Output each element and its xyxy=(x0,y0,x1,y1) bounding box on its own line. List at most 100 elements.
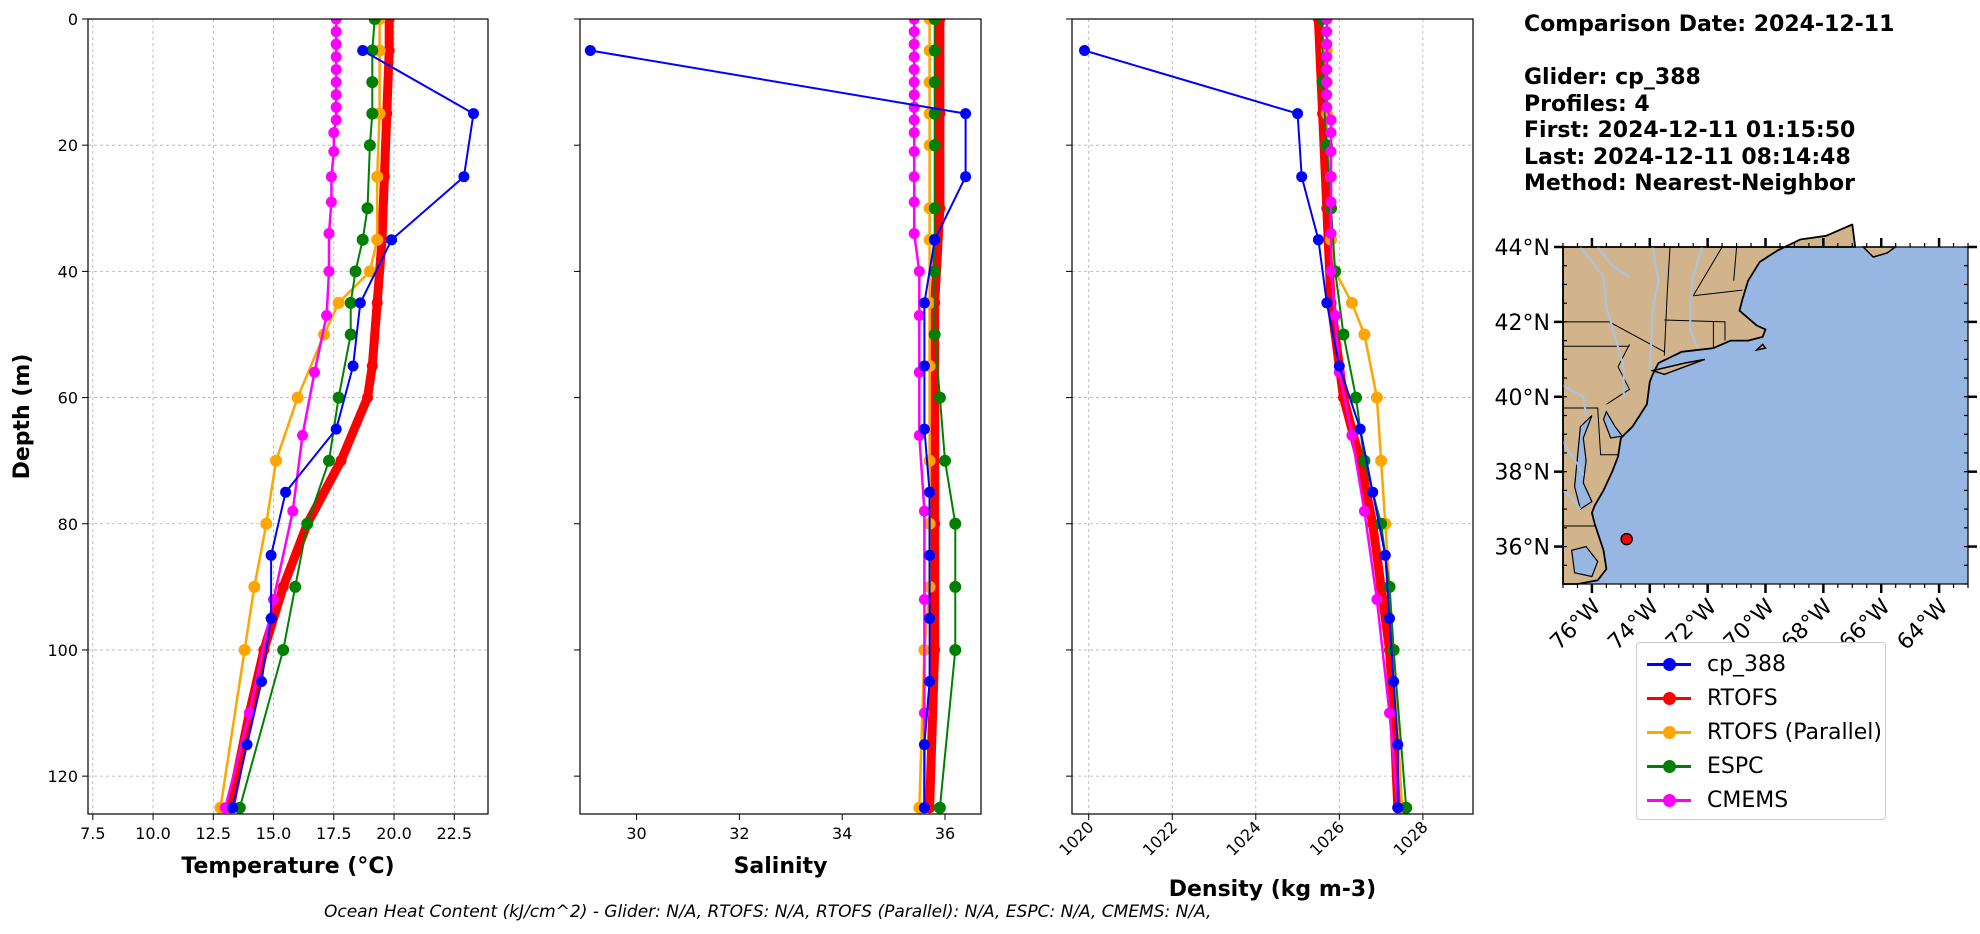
data-point-cp-388 xyxy=(1354,423,1366,435)
data-point-cp-388 xyxy=(924,676,936,687)
data-point-cmems xyxy=(1321,64,1333,75)
data-point-cmems xyxy=(330,38,342,50)
data-point-cp-388 xyxy=(1367,486,1379,498)
data-point-espc xyxy=(928,44,941,57)
data-point-rtofs xyxy=(383,45,395,56)
data-point-cmems xyxy=(243,707,255,719)
river xyxy=(1579,246,1625,397)
x-tick-label: 10.0 xyxy=(135,824,171,843)
data-point-espc xyxy=(933,391,946,404)
data-point-espc xyxy=(1387,644,1400,656)
data-point-cp-388 xyxy=(918,739,930,751)
data-point-espc xyxy=(928,76,941,89)
data-point-cmems xyxy=(913,265,925,277)
map-lon-label: 64°W xyxy=(1893,594,1954,655)
location-map: 44°N42°N40°N38°N36°N76°W74°W72°W70°W68°W… xyxy=(1495,223,1977,655)
y-tick-label: 80 xyxy=(58,515,78,534)
river xyxy=(1689,246,1703,349)
x-tick-label: 22.5 xyxy=(436,824,472,843)
x-tick-label: 1028 xyxy=(1389,817,1431,859)
legend-swatch xyxy=(1645,683,1693,713)
series-line-rtofs-parallel xyxy=(219,19,381,808)
legend-label: cp_388 xyxy=(1707,651,1787,677)
x-tick-label: 34 xyxy=(832,824,852,843)
data-point-cmems xyxy=(297,429,308,441)
data-point-cmems xyxy=(330,114,342,126)
data-point-espc xyxy=(1400,801,1413,814)
data-point-espc xyxy=(939,454,951,467)
data-point-cp-388 xyxy=(1379,549,1391,561)
data-point-cp-388 xyxy=(468,108,479,120)
data-point-cp-388 xyxy=(1296,171,1308,183)
data-point-cp-388 xyxy=(918,423,930,435)
state-border xyxy=(1693,289,1743,297)
legend-swatch xyxy=(1645,751,1693,781)
data-point-cmems xyxy=(1325,146,1337,157)
legend-swatch xyxy=(1645,717,1693,747)
data-point-cmems xyxy=(1346,429,1358,441)
data-point-espc xyxy=(928,19,941,25)
data-point-cmems xyxy=(908,19,920,25)
data-point-cmems xyxy=(1329,310,1341,321)
data-point-espc xyxy=(332,391,345,404)
data-point-espc xyxy=(949,644,962,656)
profile-count: Profiles: 4 xyxy=(1524,91,1650,117)
data-point-cmems xyxy=(330,101,342,113)
x-tick-label: 30 xyxy=(626,824,646,843)
data-point-espc xyxy=(366,76,379,89)
state-border xyxy=(1733,246,1738,281)
legend-label: RTOFS xyxy=(1707,685,1778,711)
data-point-cp-388 xyxy=(924,549,936,561)
plot-frame xyxy=(87,18,489,815)
bay xyxy=(1571,545,1599,578)
data-point-rtofs-parallel xyxy=(371,233,384,246)
data-point-espc xyxy=(277,644,290,656)
data-point-cmems xyxy=(908,228,920,239)
profile-panel-1: 0 20 40 60 80 100 120 7.5 10.0 12.5 15.0 17.5 20.0 22… xyxy=(10,10,489,879)
data-point-cmems xyxy=(908,171,920,183)
ohc-footer: Ocean Heat Content (kJ/cm^2) - Glider: N… xyxy=(324,902,1212,922)
data-point-cp-388 xyxy=(227,802,239,814)
data-point-espc xyxy=(928,202,941,215)
data-point-rtofs-parallel xyxy=(1375,454,1388,467)
data-point-cmems xyxy=(1325,171,1337,183)
data-point-cmems xyxy=(918,505,930,517)
data-point-rtofs xyxy=(383,19,395,25)
x-tick-label: 15.0 xyxy=(256,824,292,843)
plot-frame xyxy=(1071,18,1474,815)
x-tick-label: 17.5 xyxy=(316,824,352,843)
data-point-rtofs-parallel xyxy=(270,454,282,467)
data-point-rtofs-parallel xyxy=(291,391,304,404)
island xyxy=(1649,358,1706,376)
y-tick-label: 40 xyxy=(58,262,78,281)
data-point-rtofs xyxy=(362,392,373,404)
data-point-espc xyxy=(368,19,381,25)
data-point-espc xyxy=(1337,328,1350,341)
data-point-cp-388 xyxy=(960,108,972,120)
data-point-espc xyxy=(1358,454,1371,467)
x-axis-label: Density (kg m-3) xyxy=(1169,877,1377,902)
data-point-rtofs xyxy=(929,644,941,656)
data-point-cp-388 xyxy=(584,45,596,56)
data-point-cmems xyxy=(913,310,925,321)
river xyxy=(1562,441,1585,476)
land xyxy=(1562,223,1857,585)
glider-name: Glider: cp_388 xyxy=(1524,65,1701,90)
data-point-cp-388 xyxy=(347,360,359,372)
data-point-cmems xyxy=(1321,76,1333,88)
data-point-cmems xyxy=(908,51,920,63)
map-lat-label: 36°N xyxy=(1495,536,1550,561)
data-point-cmems xyxy=(323,265,335,277)
x-tick-label: 1020 xyxy=(1055,817,1097,859)
data-point-espc xyxy=(344,296,357,309)
method-label: Method: Nearest-Neighbor xyxy=(1524,171,1855,196)
data-point-cmems xyxy=(908,146,920,157)
river xyxy=(1596,246,1631,278)
data-point-cp-388 xyxy=(357,45,369,56)
data-point-cp-388 xyxy=(1388,676,1400,687)
x-tick-label: 1026 xyxy=(1306,817,1348,859)
data-point-espc xyxy=(361,202,374,215)
data-point-cmems xyxy=(908,26,920,38)
data-point-cmems xyxy=(321,310,333,321)
data-point-cmems xyxy=(908,196,920,208)
